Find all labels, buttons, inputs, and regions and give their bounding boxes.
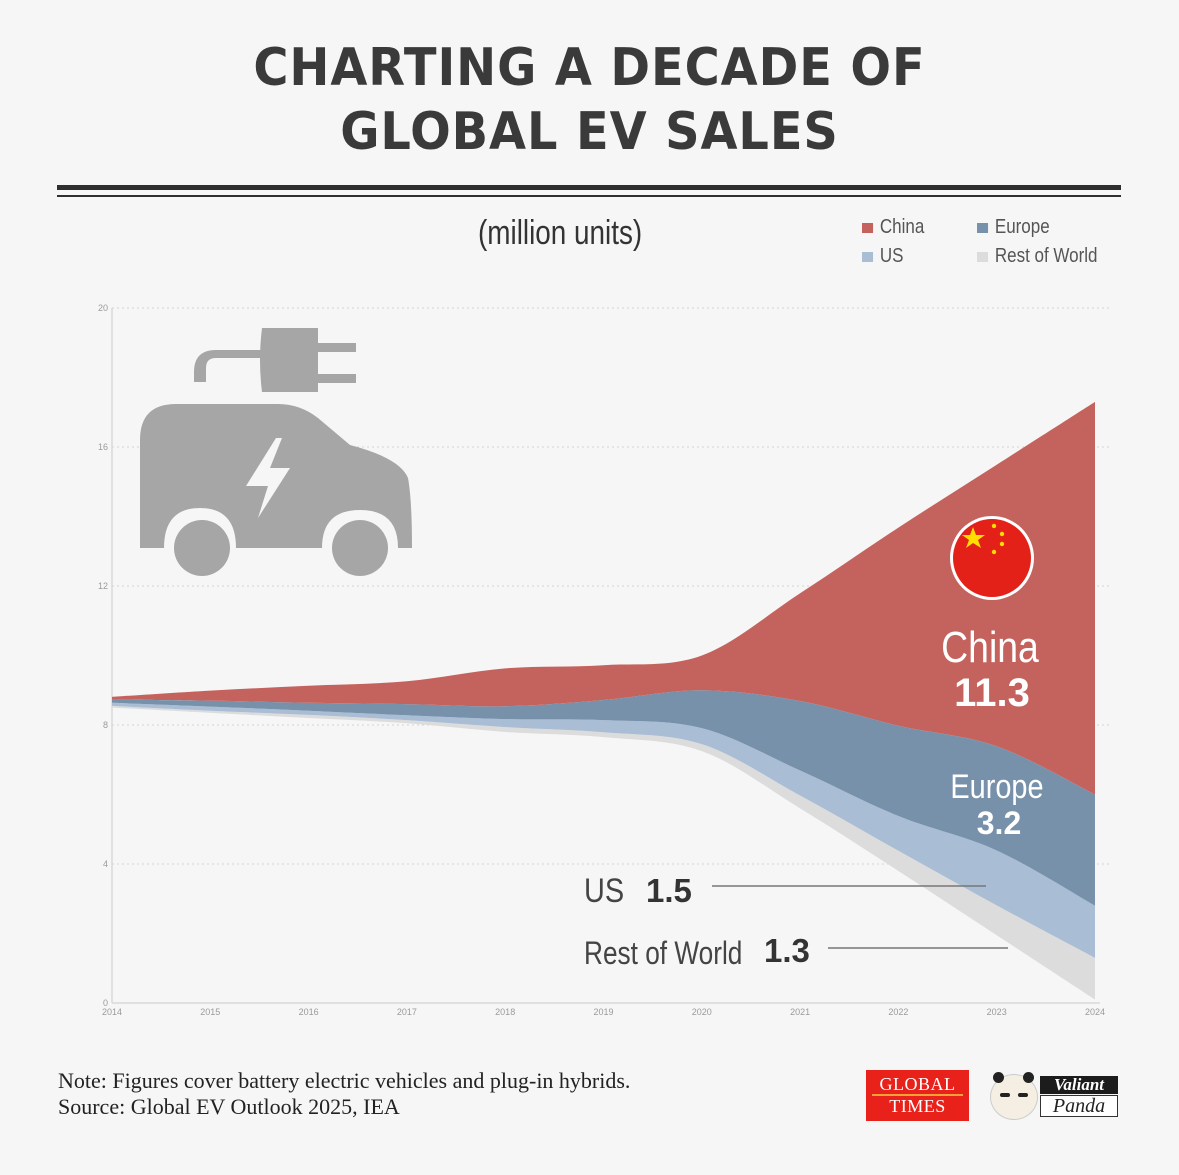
legend-swatch-china: [862, 222, 874, 233]
title-line-1: CHARTING A DECADE OF: [253, 38, 926, 98]
y-tick-label: 4: [103, 859, 108, 869]
china-flag-icon: [950, 516, 1034, 600]
y-tick-label: 0: [103, 998, 108, 1008]
legend-item-rest-of-world: Rest of World: [977, 245, 1098, 268]
us-annotation-value: 1.5: [646, 872, 692, 909]
units-subtitle: (million units): [478, 214, 643, 252]
row-annotation-value: 1.3: [764, 932, 810, 969]
x-tick-label: 2020: [692, 1007, 712, 1017]
global-times-logo-line2: TIMES: [889, 1096, 946, 1116]
x-tick-label: 2019: [593, 1007, 613, 1017]
y-tick-label: 8: [103, 720, 108, 730]
stream-areas: [112, 401, 1095, 1000]
x-tick-label: 2024: [1085, 1007, 1105, 1017]
note-text: Note: Figures cover battery electric veh…: [58, 1068, 631, 1093]
legend-swatch-us: [862, 251, 874, 262]
y-tick-label: 20: [98, 303, 108, 313]
stream-area-us: [112, 702, 1095, 958]
stream-area-rest-of-world: [112, 705, 1095, 1000]
legend-item-china: China: [862, 216, 924, 239]
electric-car-plug-icon: [140, 328, 412, 576]
title-line-2: GLOBAL EV SALES: [340, 102, 839, 162]
europe-annotation-label: Europe: [950, 767, 1043, 806]
panda-eye-right: [1018, 1093, 1028, 1097]
china-annotation-value: 11.3: [954, 671, 1030, 715]
y-axis-ticks: 0 4 8 12 16 20: [98, 303, 108, 1008]
legend-label-rest-of-world: Rest of World: [994, 245, 1098, 267]
stream-area-china: [112, 401, 1095, 795]
legend-swatch-rest-of-world: [977, 251, 989, 262]
x-tick-label: 2015: [200, 1007, 220, 1017]
y-tick-label: 12: [98, 581, 108, 591]
panda-eye-left: [1000, 1093, 1010, 1097]
europe-annotation-value: 3.2: [977, 805, 1021, 841]
valiant-panda-logo-line2: Panda: [1040, 1095, 1118, 1117]
y-tick-label: 16: [98, 442, 108, 452]
source-text: Source: Global EV Outlook 2025, IEA: [58, 1094, 400, 1119]
x-axis-ticks: 2014 2015 2016 2017 2018 2019 2020 2021 2022 2023…: [102, 1007, 1105, 1017]
x-tick-label: 2018: [495, 1007, 515, 1017]
legend-item-europe: Europe: [977, 216, 1050, 239]
x-tick-label: 2021: [790, 1007, 810, 1017]
us-annotation-label: US: [584, 871, 624, 910]
panda-face-icon: [990, 1072, 1038, 1120]
stream-area-europe: [112, 690, 1095, 906]
title-rule-thick: [57, 185, 1121, 190]
row-annotation-label: Rest of World: [584, 937, 742, 972]
global-times-logo: GLOBAL TIMES: [866, 1070, 969, 1121]
chart-title: CHARTING A DECADE OF GLOBAL EV SALES: [47, 36, 1132, 164]
footnote: Note: Figures cover battery electric veh…: [58, 1068, 630, 1120]
x-tick-label: 2016: [299, 1007, 319, 1017]
panda-ear-left: [993, 1072, 1004, 1083]
global-times-logo-line1: GLOBAL: [879, 1074, 956, 1094]
legend-label-us: US: [879, 245, 904, 267]
x-tick-label: 2022: [888, 1007, 908, 1017]
legend-item-us: US: [862, 245, 903, 268]
legend-swatch-europe: [977, 222, 989, 233]
x-tick-label: 2017: [397, 1007, 417, 1017]
legend-label-europe: Europe: [994, 216, 1050, 238]
logo-divider: [872, 1094, 963, 1096]
title-rule-thin: [57, 195, 1121, 197]
legend-label-china: China: [879, 216, 925, 238]
panda-ear-right: [1023, 1072, 1034, 1083]
china-annotation-label: China: [941, 622, 1039, 672]
x-tick-label: 2023: [987, 1007, 1007, 1017]
x-tick-label: 2014: [102, 1007, 122, 1017]
valiant-panda-logo: Valiant Panda: [988, 1072, 1120, 1122]
valiant-panda-logo-line1: Valiant: [1040, 1076, 1118, 1094]
